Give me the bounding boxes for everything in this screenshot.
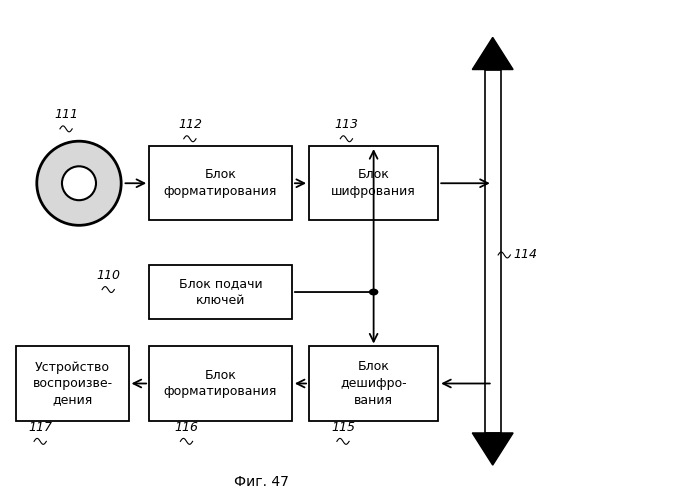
Bar: [149, 146, 292, 220]
Text: 110: 110: [96, 269, 120, 282]
Bar: [149, 265, 292, 319]
Text: Блок
дешифро-
вания: Блок дешифро- вания: [340, 360, 407, 406]
Polygon shape: [472, 433, 513, 465]
Text: 115: 115: [331, 421, 355, 434]
Text: 114: 114: [513, 248, 537, 262]
Text: Блок подачи
ключей: Блок подачи ключей: [179, 278, 262, 307]
Polygon shape: [484, 70, 501, 433]
Text: 112: 112: [178, 118, 202, 132]
Ellipse shape: [62, 166, 96, 200]
Text: Блок
шифрования: Блок шифрования: [331, 168, 416, 198]
Text: 113: 113: [334, 118, 358, 132]
Circle shape: [369, 288, 379, 296]
Text: 111: 111: [54, 108, 78, 122]
Polygon shape: [472, 38, 513, 70]
Text: 116: 116: [174, 421, 198, 434]
Text: Блок
форматирования: Блок форматирования: [164, 168, 277, 198]
Text: 117: 117: [28, 421, 52, 434]
Text: Фиг. 47: Фиг. 47: [234, 476, 289, 490]
Bar: [16, 346, 129, 420]
Text: Блок
форматирования: Блок форматирования: [164, 369, 277, 398]
Ellipse shape: [37, 141, 121, 226]
Bar: [309, 146, 438, 220]
Bar: [309, 346, 438, 420]
Text: Устройство
воспроизве-
дения: Устройство воспроизве- дения: [32, 360, 113, 406]
Bar: [149, 346, 292, 420]
